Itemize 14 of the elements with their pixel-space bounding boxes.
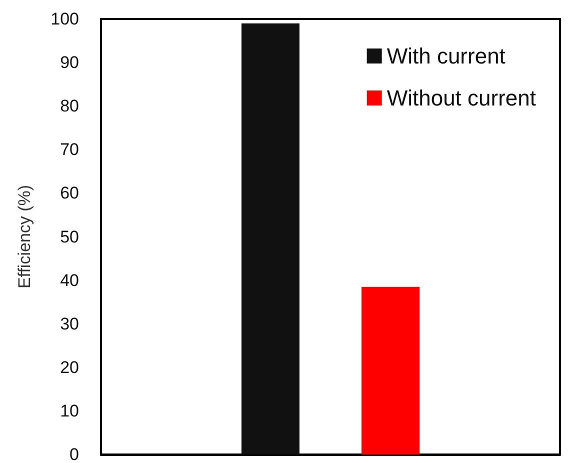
y-tick-label: 80 [60, 96, 79, 116]
y-tick-label: 0 [70, 445, 79, 463]
y-tick-label: 70 [60, 140, 79, 160]
y-tick-label: 30 [60, 314, 79, 334]
y-tick-label: 50 [60, 227, 79, 246]
legend-label: Without current [386, 86, 536, 110]
y-tick-label: 20 [60, 358, 79, 377]
y-tick-label: 60 [60, 184, 79, 203]
legend-label: With current [386, 44, 506, 68]
y-tick-label: 90 [60, 53, 79, 72]
y-axis-title: Efficiency (%) [15, 184, 34, 289]
y-tick-label: 10 [60, 401, 79, 420]
y-tick-label: 40 [60, 270, 79, 290]
y-tick-label: 100 [50, 10, 79, 28]
